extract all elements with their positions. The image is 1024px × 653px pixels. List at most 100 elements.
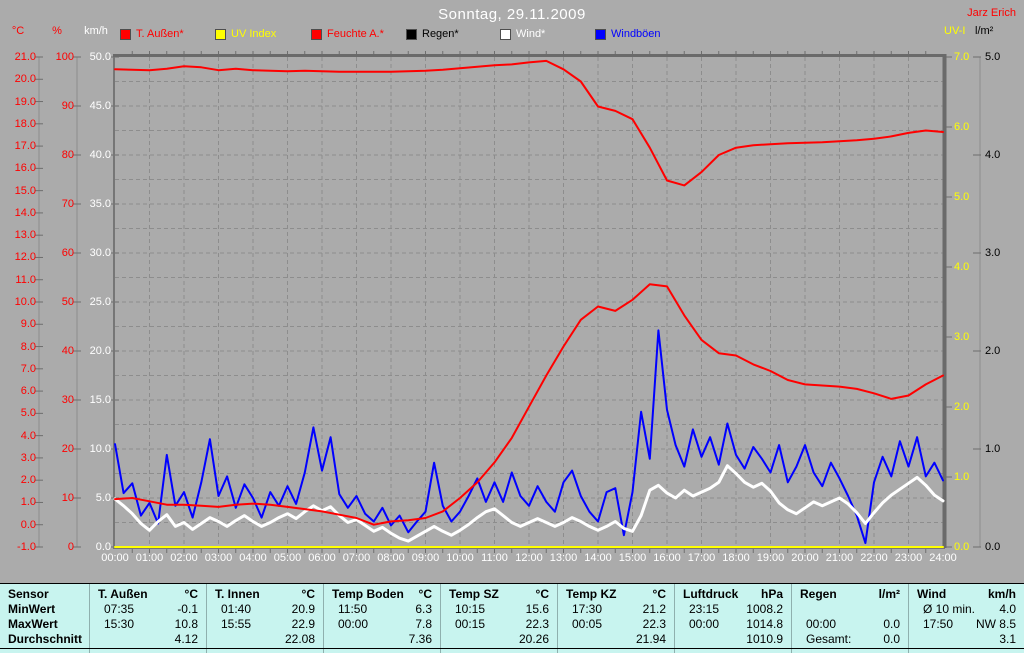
table-cell-value: 22.3	[525, 617, 549, 631]
table-row: 15:55 22.9	[207, 617, 323, 631]
table-header-row: Luftdruck hPa	[675, 587, 791, 601]
table-cell-value: 4.12	[174, 632, 198, 646]
table-column-name: Regen	[800, 587, 837, 601]
table-header-row: T. Außen °C	[90, 587, 206, 601]
table-cell-time: 00:15	[455, 617, 486, 631]
time-label: 04:00	[239, 552, 267, 564]
table-cell-value: 22.9	[291, 617, 315, 631]
table-column-wind: Wind km/h Ø 10 min. 4.0 17:50 NW 8.5 3.1	[908, 584, 1024, 653]
table-cell-value: 3.1	[999, 632, 1016, 646]
table-bottom-divider	[0, 648, 1024, 649]
table-cell-time: 00:00	[806, 617, 837, 631]
table-cell-value: 0.0	[883, 617, 900, 631]
axis-tick-label-humidity: 10	[61, 492, 74, 504]
legend-item-wind: Wind*	[500, 29, 545, 40]
time-label: 22:00	[860, 552, 888, 564]
table-column-sensor: Sensor MinWert MaxWert Durchschnitt	[0, 584, 89, 653]
legend-item-gusts: Windböen	[595, 29, 661, 40]
table-column-name: Temp SZ	[449, 587, 499, 601]
table-cell-value: 1008.2	[746, 602, 783, 616]
time-label: 10:00	[446, 552, 474, 564]
legend-label-humidity: Feuchte A.*	[327, 28, 384, 40]
table-row: Durchschnitt	[0, 632, 89, 646]
axis-unit-rain: l/m²	[975, 25, 994, 37]
time-label: 00:00	[101, 552, 129, 564]
axis-tick-label-humidity: 20	[61, 443, 74, 455]
axis-tick-label-temp: 18.0	[14, 117, 36, 130]
axis-tick-label-temp: 12.0	[14, 251, 36, 264]
axis-tick-label-uv: 6.0	[954, 121, 970, 133]
time-label: 11:00	[481, 552, 508, 564]
table-corner-label: Sensor	[8, 587, 49, 601]
axis-tick-label-uv: 1.0	[954, 471, 970, 483]
legend-swatch-uv	[215, 29, 226, 40]
axis-tick-label-humidity: 0	[67, 541, 74, 553]
table-column-name: Luftdruck	[683, 587, 739, 601]
table-row: 01:40 20.9	[207, 602, 323, 616]
table-column-name: T. Außen	[98, 587, 148, 601]
time-label: 01:00	[135, 552, 164, 564]
table-header-row: Temp KZ °C	[558, 587, 674, 601]
table-row: 07:35 -0.1	[90, 602, 206, 616]
table-column-name: Temp Boden	[332, 587, 404, 601]
time-label: 14:00	[584, 552, 612, 564]
table-row: 1010.9	[675, 632, 791, 646]
table-row: 00:15 22.3	[441, 617, 557, 631]
table-cell-value: 4.0	[999, 602, 1016, 616]
axis-tick-label-wind: 0.0	[95, 541, 111, 553]
axis-tick-label-humidity: 100	[55, 51, 74, 63]
table-cell-value: 21.2	[642, 602, 666, 616]
axis-tick-label-uv: 3.0	[954, 331, 970, 343]
table-column-unit: °C	[418, 587, 432, 601]
table-column-unit: l/m²	[878, 587, 900, 601]
axis-unit-humidity: %	[52, 25, 62, 37]
axis-tick-label-temp: 11.0	[15, 273, 36, 286]
table-row: 22.08	[207, 632, 323, 646]
weather-chart	[35, 51, 981, 553]
time-label: 08:00	[377, 552, 405, 564]
time-label: 15:00	[618, 552, 647, 564]
legend-item-humidity: Feuchte A.*	[311, 29, 384, 40]
table-row: 10:15 15.6	[441, 602, 557, 616]
legend-label-gusts: Windböen	[611, 28, 661, 40]
summary-table: Sensor MinWert MaxWert Durchschnitt T. Außen…	[0, 583, 1024, 653]
legend-swatch-gusts	[595, 29, 606, 40]
axis-tick-label-wind: 30.0	[89, 247, 111, 259]
table-header-row: Temp SZ °C	[441, 587, 557, 601]
time-label: 05:00	[273, 552, 302, 564]
table-header-row: T. Innen °C	[207, 587, 323, 601]
series-temp_out	[114, 283, 944, 526]
table-cell-value: 1010.9	[746, 632, 783, 646]
table-row-label: MinWert	[8, 602, 56, 616]
axis-tick-label-temp: -1.0	[17, 541, 36, 553]
axis-tick-label-temp: 5.0	[20, 407, 36, 420]
table-column-temp-boden: Temp Boden °C 11:50 6.3 00:00 7.8 7.36	[323, 584, 440, 653]
series-gusts	[114, 329, 944, 545]
table-row: MaxWert	[0, 617, 89, 631]
table-cell-time: 17:50	[923, 617, 954, 631]
table-cell-value: 6.3	[415, 602, 432, 616]
table-cell-time: Ø 10 min.	[923, 602, 976, 616]
table-column-luftdruck: Luftdruck hPa 23:15 1008.2 00:00 1014.8 1010.9	[674, 584, 791, 653]
time-label: 12:00	[515, 552, 543, 564]
time-label: 19:00	[756, 552, 785, 564]
axis-tick-label-temp: 17.0	[14, 140, 36, 153]
axis-tick-label-wind: 35.0	[89, 198, 111, 210]
series-humidity	[114, 59, 944, 187]
table-row: 20.26	[441, 632, 557, 646]
table-column-t-au-en: T. Außen °C 07:35 -0.1 15:30 10.8 4.12	[89, 584, 206, 653]
table-header-row: Wind km/h	[909, 587, 1024, 601]
table-column-unit: km/h	[987, 587, 1016, 601]
table-column-unit: °C	[535, 587, 549, 601]
table-cell-time: 15:30	[104, 617, 135, 631]
table-row: MinWert	[0, 602, 89, 616]
axis-tick-label-wind: 20.0	[89, 345, 111, 357]
axis-tick-label-humidity: 30	[61, 394, 74, 406]
legend-item-rain: Regen*	[406, 29, 459, 40]
page-title: Sonntag, 29.11.2009	[438, 6, 586, 23]
axis-unit-temp: °C	[11, 25, 25, 37]
table-row: Ø 10 min. 4.0	[909, 602, 1024, 616]
table-row-label: MaxWert	[8, 617, 58, 631]
axis-tick-label-uv: 0.0	[954, 541, 970, 553]
axis-tick-label-wind: 10.0	[89, 443, 111, 455]
